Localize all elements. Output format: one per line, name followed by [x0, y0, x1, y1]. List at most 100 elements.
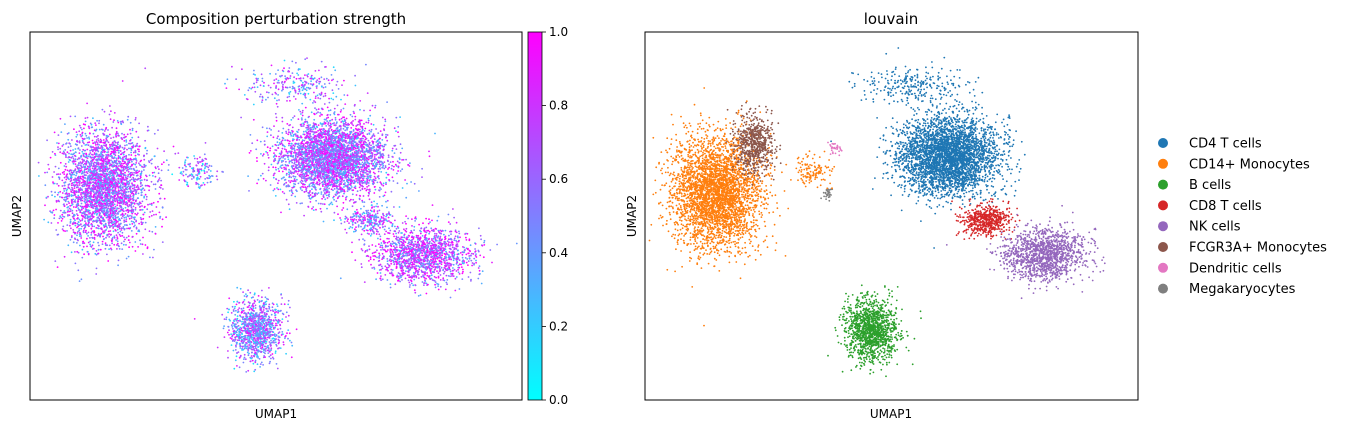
left-plot-point: [131, 184, 134, 187]
left-plot-point: [116, 216, 118, 219]
left-plot-point: [125, 135, 127, 138]
left-plot-point: [71, 182, 73, 185]
left-plot-point: [355, 194, 358, 196]
left-plot-point: [131, 163, 134, 166]
left-plot-point: [122, 208, 125, 210]
left-plot-point: [97, 241, 99, 244]
left-plot-point: [63, 176, 66, 179]
left-plot-point: [88, 219, 90, 222]
left-plot-point: [141, 243, 144, 246]
left-plot-point: [121, 186, 124, 189]
left-plot-point: [105, 166, 107, 169]
left-plot-point: [320, 178, 323, 180]
left-plot-point: [251, 142, 254, 145]
left-plot-point: [93, 172, 96, 175]
left-plot-point: [88, 162, 91, 165]
left-plot-point: [281, 116, 284, 119]
left-plot-point: [320, 123, 322, 125]
left-plot-point: [117, 213, 120, 215]
left-plot-point: [111, 199, 114, 201]
left-plot-point: [109, 186, 112, 188]
left-plot-point: [100, 232, 103, 235]
left-plot-point: [59, 209, 62, 212]
left-plot-point: [83, 195, 85, 198]
left-plot-point: [79, 187, 82, 189]
left-plot-point: [270, 163, 273, 166]
left-plot-point: [109, 230, 112, 232]
left-plot-point: [92, 148, 95, 151]
left-plot-point: [267, 166, 270, 169]
left-plot-point: [67, 206, 70, 208]
left-plot-point: [333, 211, 336, 214]
left-plot-point: [129, 209, 131, 212]
left-plot-point: [95, 273, 98, 275]
left-plot-point: [91, 170, 94, 173]
left-plot-point: [109, 143, 111, 146]
left-plot-point: [123, 188, 126, 191]
left-plot-point: [69, 115, 72, 118]
left-plot-point: [93, 135, 96, 138]
left-plot-point: [123, 194, 126, 197]
left-plot-point: [363, 109, 365, 112]
left-plot-point: [375, 128, 377, 130]
left-plot-point: [272, 136, 275, 139]
left-plot-point: [63, 210, 66, 212]
left-plot-point: [127, 147, 130, 150]
left-plot-point: [312, 102, 314, 104]
left-plot-point: [109, 105, 111, 107]
left-plot-point: [71, 215, 74, 218]
left-plot-point: [70, 174, 73, 177]
left-plot-point: [352, 120, 354, 122]
left-plot-point: [143, 178, 146, 181]
left-plot-point: [121, 248, 124, 251]
left-plot-point: [350, 143, 353, 146]
left-plot-point: [127, 170, 130, 173]
left-plot-point: [70, 153, 73, 156]
left-plot-point: [126, 208, 129, 211]
left-plot-point: [299, 202, 302, 205]
left-plot-point: [54, 191, 56, 194]
left-plot-point: [140, 170, 143, 173]
left-plot-point: [283, 183, 285, 186]
left-plot-point: [332, 196, 334, 199]
left-plot-point: [142, 221, 144, 224]
left-plot-point: [117, 134, 120, 137]
left-plot-point: [148, 216, 151, 218]
left-plot-point: [86, 205, 89, 208]
left-plot-point: [116, 142, 119, 144]
left-plot-point: [312, 133, 315, 136]
left-plot-point: [83, 142, 85, 145]
left-plot-point: [76, 226, 78, 229]
left-plot-point: [86, 214, 88, 216]
left-plot-point: [94, 234, 96, 236]
left-plot-point: [290, 119, 293, 121]
left-plot-point: [330, 181, 333, 183]
left-plot-point: [128, 173, 131, 176]
left-plot-point: [119, 219, 122, 222]
left-plot-point: [118, 210, 120, 213]
left-plot-point: [310, 126, 312, 129]
left-plot-point: [137, 188, 140, 191]
left-plot-point: [91, 146, 94, 149]
left-plot-point: [301, 111, 304, 114]
left-plot-point: [57, 173, 60, 176]
left-plot-point: [59, 151, 62, 154]
left-plot-point: [78, 233, 81, 236]
left-plot-point: [88, 153, 91, 156]
left-plot-point: [127, 239, 130, 242]
left-plot-point: [131, 235, 134, 238]
left-plot-point: [301, 102, 304, 105]
left-plot-point: [118, 207, 120, 210]
left-plot-point: [78, 141, 81, 144]
left-plot-point: [77, 269, 80, 272]
left-plot-point: [369, 109, 371, 112]
left-plot-point: [90, 123, 93, 126]
left-plot-point: [90, 164, 93, 167]
left-plot-point: [121, 231, 124, 234]
left-plot-point: [82, 123, 85, 126]
left-plot-point: [77, 199, 79, 202]
left-plot-point: [109, 221, 112, 224]
left-plot-point: [95, 128, 98, 131]
left-plot-point: [77, 239, 79, 242]
left-plot-point: [275, 178, 277, 180]
